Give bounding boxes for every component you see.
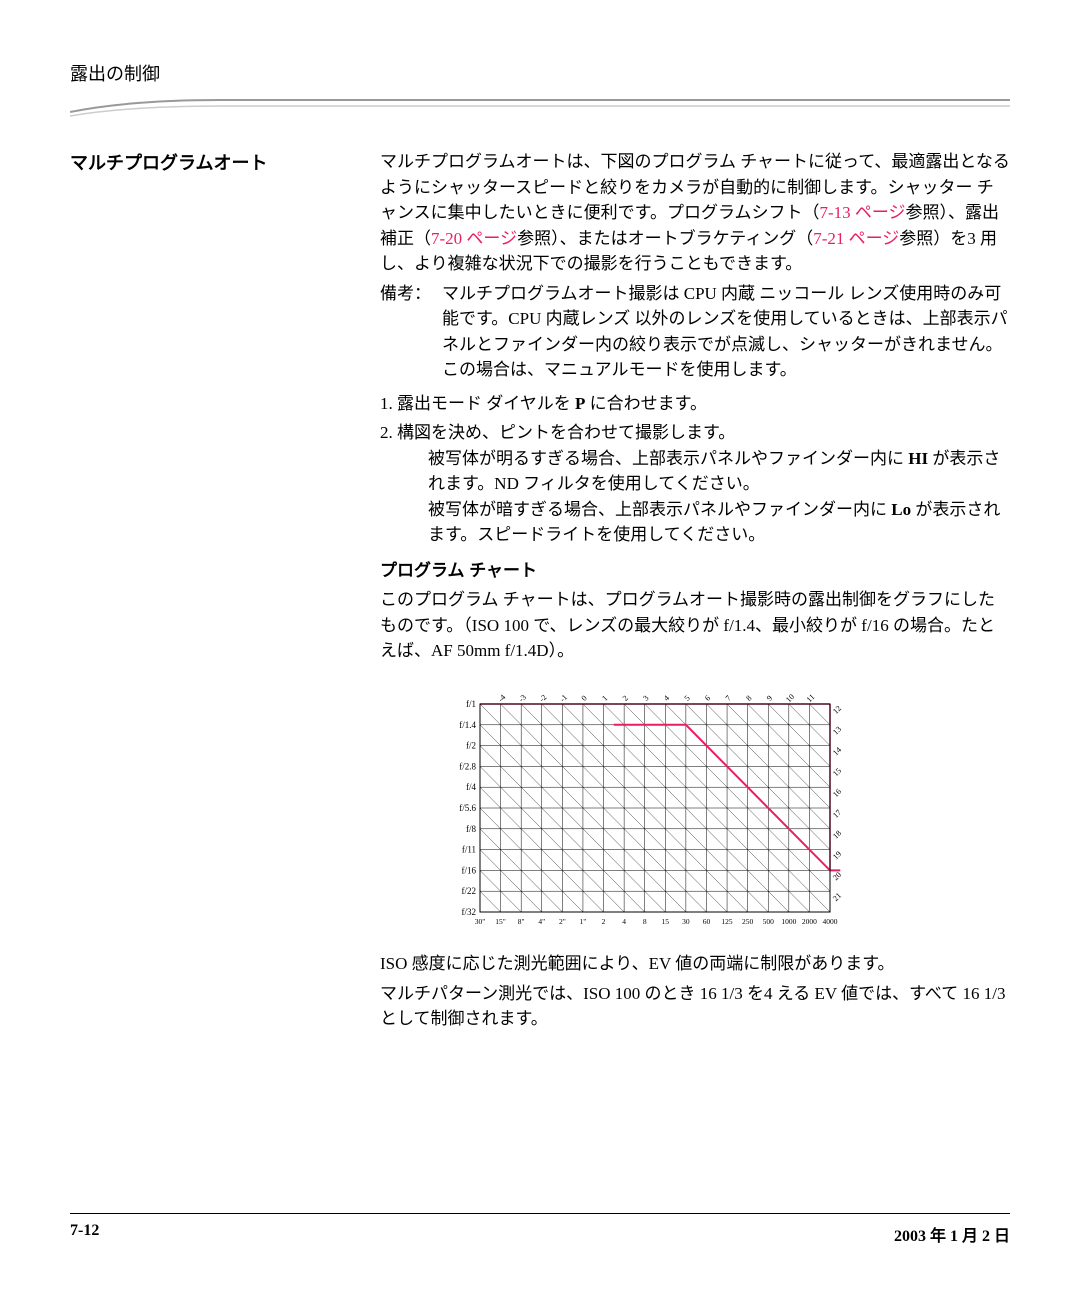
svg-text:9: 9: [765, 693, 774, 702]
intro-paragraph: マルチプログラムオートは、下図のプログラム チャートに従って、最適露出となるよう…: [380, 149, 1010, 277]
intro-text-3: 参照）、またはオートブラケティング（: [517, 229, 813, 248]
svg-text:60: 60: [703, 917, 711, 926]
step-2-num: 2.: [380, 423, 393, 442]
header-title: 露出の制御: [70, 60, 1010, 86]
svg-text:6: 6: [703, 693, 712, 702]
link-7-21[interactable]: 7-21 ページ: [813, 229, 899, 248]
svg-text:f/8: f/8: [466, 823, 476, 833]
content-area: マルチプログラムオート マルチプログラムオートは、下図のプログラム チャートに従…: [70, 149, 1010, 1036]
step-2-sub1: 被写体が明るすぎる場合、上部表示パネルやファインダー内に HI が表示されます。…: [404, 446, 1010, 497]
svg-text:8": 8": [518, 917, 525, 926]
svg-text:f/22: f/22: [462, 886, 477, 896]
svg-text:20: 20: [831, 870, 843, 882]
svg-text:21: 21: [831, 890, 843, 902]
step-2-text-a: 構図を決め、ピントを合わせて撮影します。: [397, 423, 735, 442]
step-1: 1. 露出モード ダイヤルを P に合わせます。: [380, 391, 1010, 417]
note-block: 備考： マルチプログラムオート撮影は CPU 内蔵 ニッコール レンズ使用時のみ…: [380, 281, 1010, 383]
svg-text:500: 500: [763, 917, 775, 926]
svg-text:f/1.4: f/1.4: [459, 719, 476, 729]
step-2: 2. 構図を決め、ピントを合わせて撮影します。 被写体が明るすぎる場合、上部表示…: [380, 420, 1010, 548]
svg-text:3: 3: [641, 693, 650, 702]
step-2-sub2: 被写体が暗すぎる場合、上部表示パネルやファインダー内に Lo が表示されます。ス…: [404, 497, 1010, 548]
svg-text:13: 13: [831, 724, 843, 736]
step-1-text-b: に合わせます。: [585, 394, 707, 413]
chart-heading: プログラム チャート: [380, 558, 1010, 584]
footer: 7-12 2003 年 1 月 2 日: [70, 1213, 1010, 1246]
step-1-text-a: 露出モード ダイヤルを: [397, 394, 575, 413]
svg-text:18: 18: [831, 828, 843, 840]
svg-text:30: 30: [682, 917, 690, 926]
svg-text:4: 4: [662, 693, 671, 702]
steps-list: 1. 露出モード ダイヤルを P に合わせます。 2. 構図を決め、ピントを合わ…: [380, 391, 1010, 548]
svg-text:5: 5: [683, 693, 692, 702]
svg-text:125: 125: [721, 917, 733, 926]
step-2-sub1-bold: HI: [908, 449, 928, 468]
step-2-sub1-a: 被写体が明るすぎる場合、上部表示パネルやファインダー内に: [428, 449, 908, 468]
svg-text:4: 4: [622, 917, 626, 926]
svg-text:-3: -3: [517, 692, 528, 703]
svg-text:15: 15: [662, 917, 670, 926]
svg-text:f/1: f/1: [466, 699, 476, 709]
svg-text:0: 0: [580, 693, 589, 702]
svg-text:-2: -2: [537, 692, 548, 703]
svg-text:4": 4": [538, 917, 545, 926]
svg-text:8: 8: [643, 917, 647, 926]
svg-text:10: 10: [784, 692, 796, 704]
step-1-num: 1.: [380, 394, 393, 413]
chart-description: このプログラム チャートは、プログラムオート撮影時の露出制御をグラフにしたもので…: [380, 587, 1010, 664]
svg-text:14: 14: [831, 745, 843, 757]
header-divider: [70, 94, 1010, 124]
link-7-20[interactable]: 7-20 ページ: [431, 229, 517, 248]
svg-text:-4: -4: [496, 692, 507, 703]
svg-text:15: 15: [831, 766, 843, 778]
svg-text:250: 250: [742, 917, 754, 926]
svg-text:f/11: f/11: [462, 844, 476, 854]
svg-text:17: 17: [831, 807, 843, 819]
svg-text:8: 8: [744, 693, 753, 702]
link-7-13[interactable]: 7-13 ページ: [819, 203, 905, 222]
note-text: マルチプログラムオート撮影は CPU 内蔵 ニッコール レンズ使用時のみ可能です…: [442, 281, 1010, 383]
svg-text:f/16: f/16: [462, 865, 477, 875]
note-label: 備考：: [380, 281, 442, 383]
svg-text:1: 1: [600, 693, 609, 702]
svg-text:7: 7: [724, 693, 733, 702]
svg-text:2000: 2000: [802, 917, 817, 926]
svg-text:1000: 1000: [781, 917, 796, 926]
right-column: マルチプログラムオートは、下図のプログラム チャートに従って、最適露出となるよう…: [380, 149, 1010, 1036]
svg-text:f/2.8: f/2.8: [459, 761, 476, 771]
svg-text:f/4: f/4: [466, 782, 476, 792]
svg-text:11: 11: [805, 692, 817, 704]
svg-text:2": 2": [559, 917, 566, 926]
svg-text:15": 15": [495, 917, 506, 926]
svg-text:30": 30": [475, 917, 486, 926]
after-chart-2: マルチパターン測光では、ISO 100 のとき 16 1/3 を4 える EV …: [380, 981, 1010, 1032]
footer-date: 2003 年 1 月 2 日: [894, 1222, 1010, 1246]
page-number: 7-12: [70, 1222, 99, 1246]
step-2-sub2-bold: Lo: [891, 500, 911, 519]
svg-text:16: 16: [831, 786, 843, 798]
svg-text:2: 2: [602, 917, 606, 926]
svg-text:4000: 4000: [823, 917, 838, 926]
svg-text:-1: -1: [558, 692, 569, 703]
program-chart: f/1 f/1.4 f/2 f/2.8 f/4 f/5.6 f/8 f/11 f/16 f/22 f…: [440, 674, 1010, 942]
svg-text:f/32: f/32: [462, 907, 477, 917]
step-2-sub2-a: 被写体が暗すぎる場合、上部表示パネルやファインダー内に: [428, 500, 891, 519]
svg-text:12: 12: [831, 703, 843, 715]
section-heading: マルチプログラムオート: [70, 149, 350, 175]
left-column: マルチプログラムオート: [70, 149, 350, 1036]
svg-text:19: 19: [831, 849, 843, 861]
svg-text:1": 1": [580, 917, 587, 926]
after-chart-1: ISO 感度に応じた測光範囲により、EV 値の両端に制限があります。: [380, 951, 1010, 977]
svg-text:2: 2: [621, 693, 630, 702]
svg-text:f/2: f/2: [466, 740, 476, 750]
svg-text:f/5.6: f/5.6: [459, 803, 476, 813]
step-1-bold: P: [575, 394, 585, 413]
